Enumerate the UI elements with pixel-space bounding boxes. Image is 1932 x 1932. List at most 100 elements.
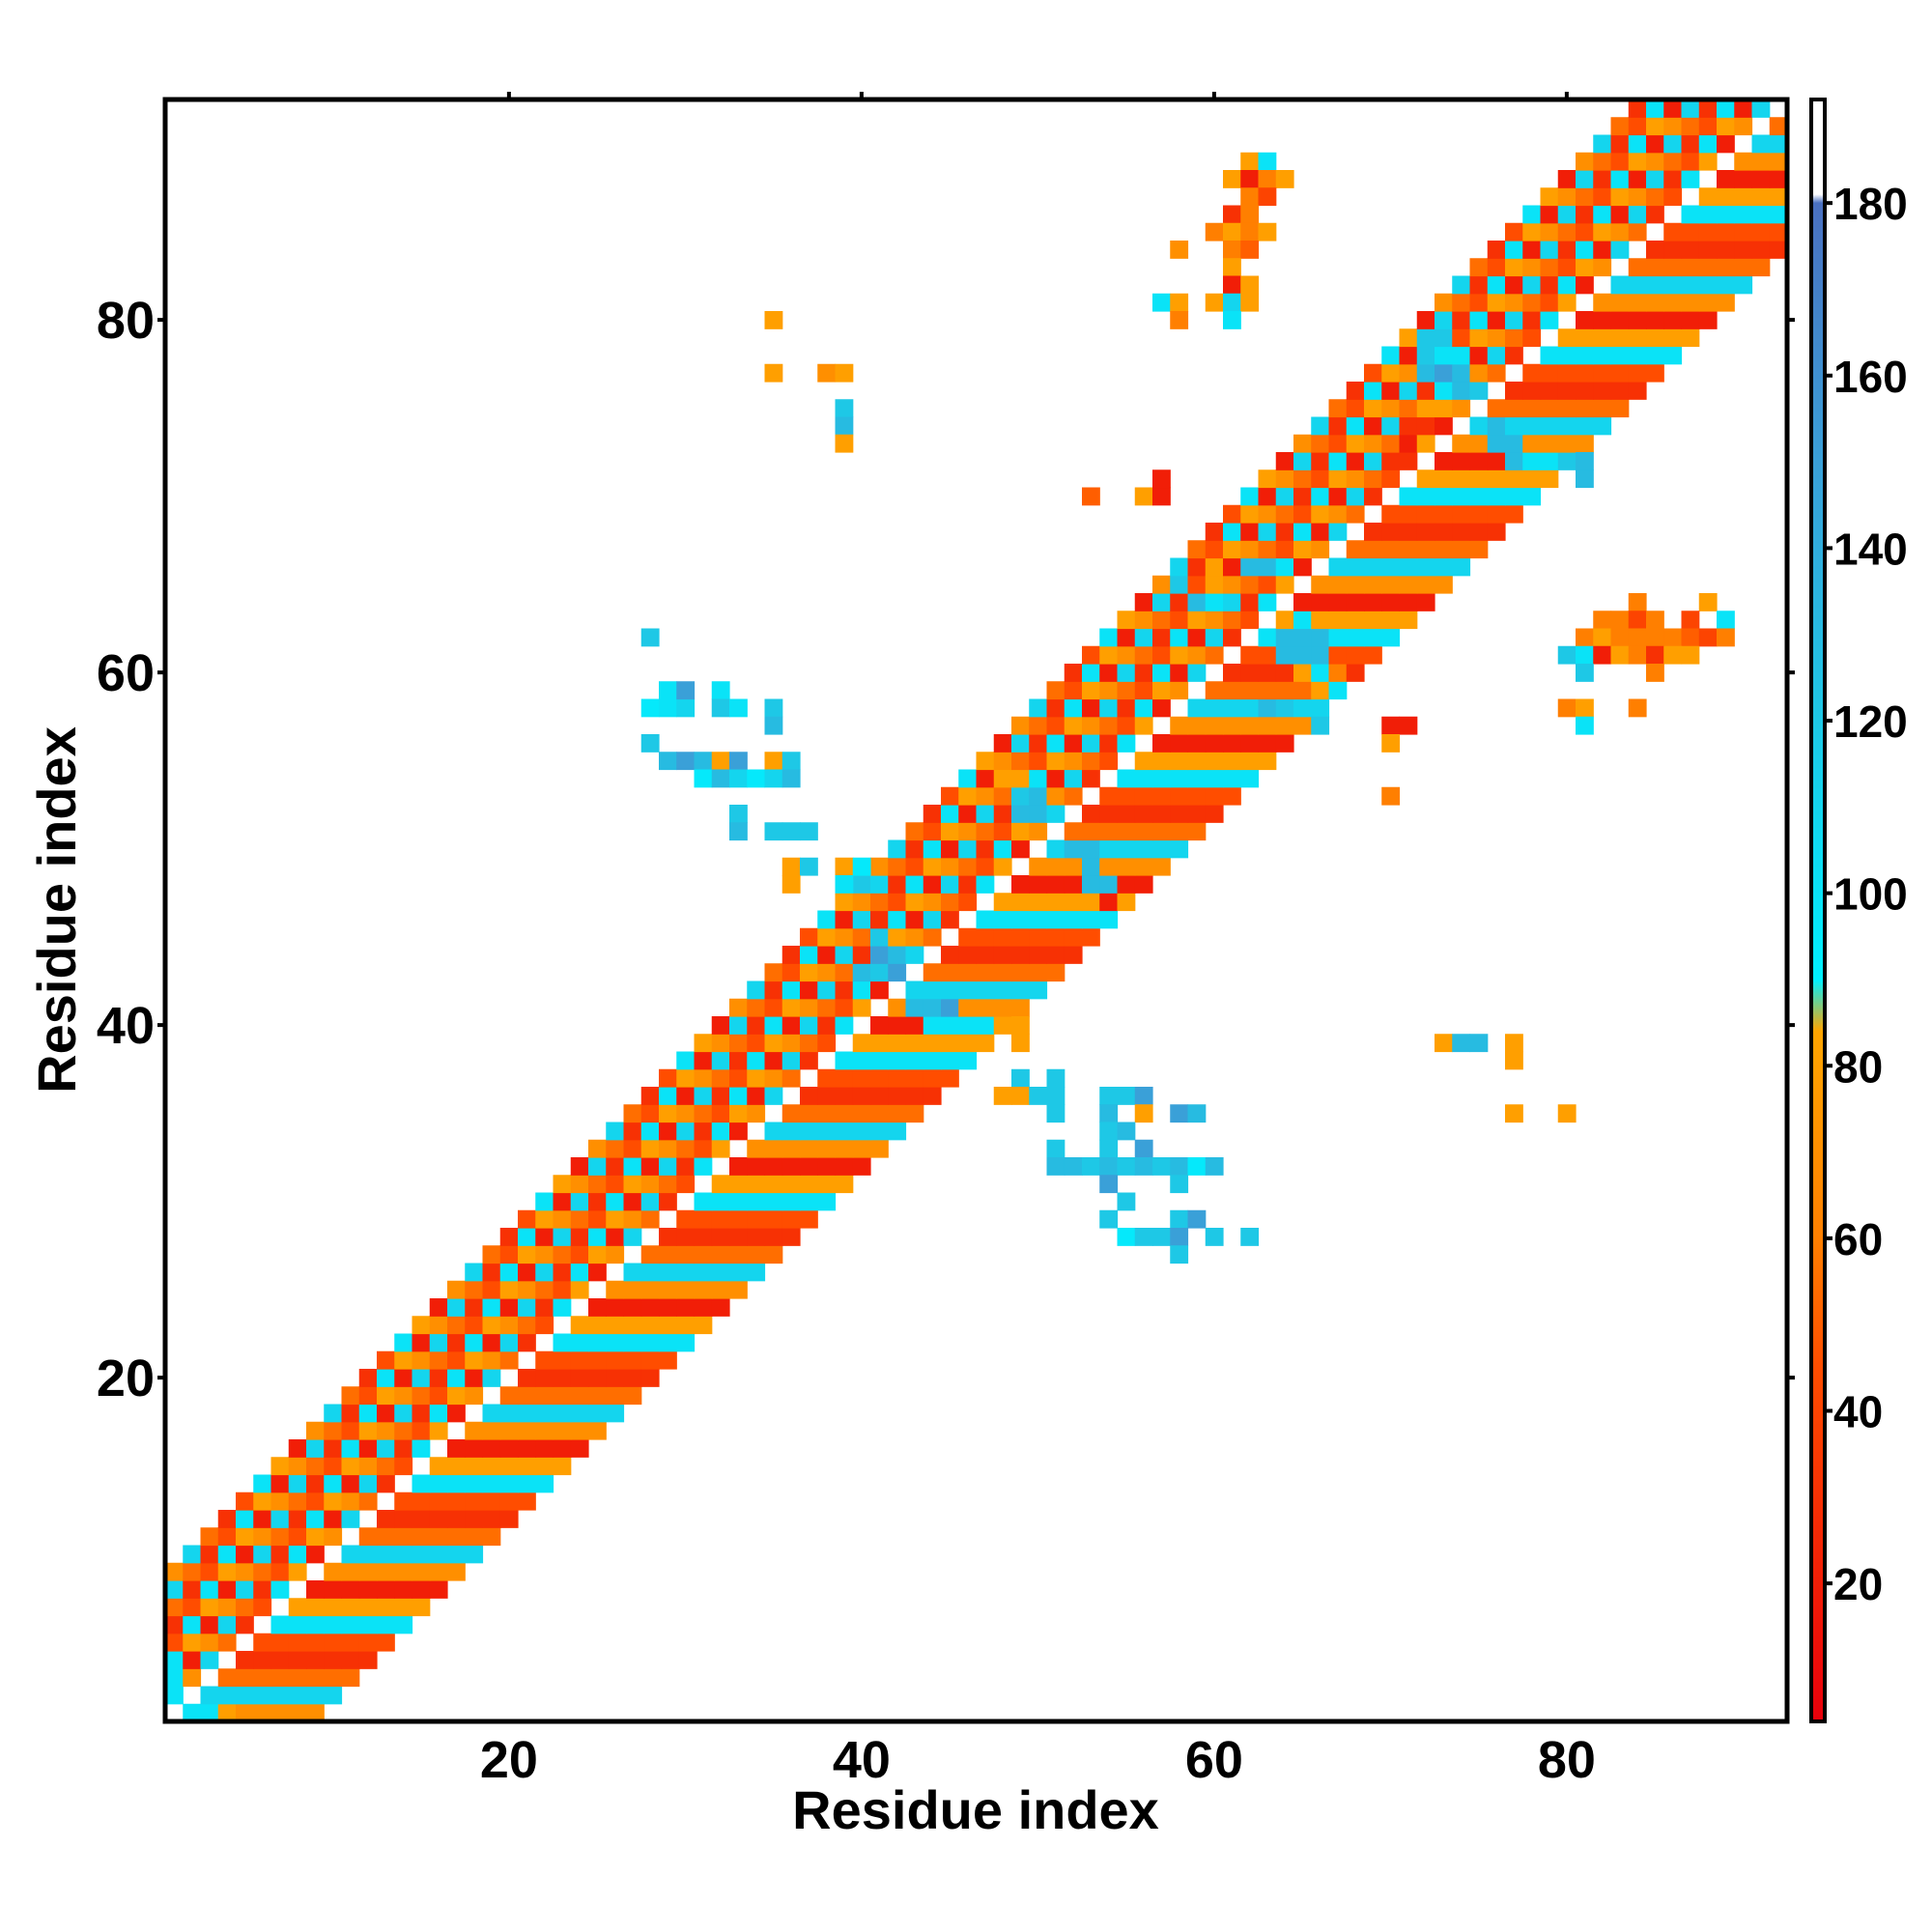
heatmap-cell — [1311, 469, 1330, 489]
heatmap-cell — [358, 1474, 378, 1493]
heatmap-cell — [676, 681, 696, 700]
heatmap-cell — [711, 1139, 730, 1158]
heatmap-cell — [1435, 293, 1453, 312]
heatmap-cell — [659, 1175, 677, 1194]
heatmap-cell — [341, 1615, 360, 1634]
heatmap-cell — [1381, 611, 1401, 630]
heatmap-cell — [905, 1034, 924, 1053]
heatmap-cell — [1717, 611, 1735, 630]
heatmap-cell — [941, 910, 959, 929]
heatmap-cell — [1505, 275, 1523, 295]
heatmap-cell — [1435, 382, 1453, 400]
heatmap-cell — [1311, 681, 1330, 700]
heatmap-cell — [447, 1333, 466, 1352]
heatmap-cell — [1029, 734, 1048, 753]
heatmap-cell — [429, 1527, 448, 1547]
heatmap-cell — [1381, 786, 1401, 806]
heatmap-cell — [835, 857, 854, 876]
heatmap-cell — [1029, 857, 1048, 876]
heatmap-cell — [1240, 645, 1260, 665]
heatmap-cell — [1540, 363, 1559, 383]
heatmap-cell — [711, 1087, 730, 1105]
heatmap-cell — [1505, 241, 1523, 259]
heatmap-cell — [1099, 805, 1119, 823]
heatmap-cell — [1011, 1087, 1030, 1105]
heatmap-cell — [747, 1068, 766, 1088]
heatmap-cell — [499, 1510, 519, 1528]
heatmap-cell — [1099, 628, 1119, 647]
heatmap-cell — [870, 963, 889, 982]
heatmap-cell — [165, 1562, 184, 1581]
heatmap-cell — [588, 1175, 607, 1194]
heatmap-cell — [694, 1087, 713, 1105]
heatmap-cell — [1099, 875, 1119, 894]
heatmap-cell — [800, 1175, 818, 1194]
heatmap-cell — [835, 893, 854, 912]
heatmap-cell — [747, 1192, 766, 1211]
heatmap-cell — [1610, 241, 1630, 259]
heatmap-cell — [1293, 681, 1312, 700]
heatmap-cell — [1029, 822, 1048, 841]
heatmap-cell — [499, 1457, 519, 1476]
heatmap-cell — [324, 1562, 343, 1581]
heatmap-cell — [835, 1051, 854, 1070]
heatmap-cell — [993, 980, 1012, 1000]
heatmap-cell — [1505, 452, 1523, 470]
heatmap-cell — [183, 1651, 202, 1669]
heatmap-cell — [1717, 117, 1735, 136]
heatmap-cell — [729, 1263, 748, 1282]
heatmap-cell — [852, 980, 871, 1000]
plot-frame — [162, 97, 1790, 1724]
heatmap-cell — [958, 822, 978, 841]
heatmap-cell — [1275, 170, 1294, 188]
heatmap-cell — [1011, 946, 1030, 964]
heatmap-cell — [1011, 1016, 1030, 1035]
heatmap-cell — [1610, 611, 1630, 630]
heatmap-cell — [606, 1369, 625, 1387]
heatmap-cell — [394, 1492, 413, 1511]
heatmap-cell — [1187, 1104, 1207, 1123]
heatmap-cell — [236, 1562, 254, 1581]
heatmap-cell — [570, 1316, 589, 1335]
heatmap-cell — [764, 1068, 783, 1088]
heatmap-cell — [1170, 1104, 1189, 1123]
heatmap-cell — [447, 1350, 466, 1370]
heatmap-cell — [729, 1122, 748, 1141]
heatmap-cell — [640, 1333, 660, 1352]
heatmap-cell — [764, 998, 783, 1017]
heatmap-cell — [1364, 452, 1382, 470]
heatmap-cell — [1170, 241, 1189, 259]
heatmap-cell — [817, 1175, 837, 1194]
heatmap-cell — [1258, 152, 1277, 171]
heatmap-cell — [217, 1703, 237, 1722]
heatmap-cell — [535, 1228, 554, 1246]
heatmap-cell — [588, 1421, 607, 1440]
heatmap-cell — [606, 1122, 625, 1141]
heatmap-cell — [1663, 187, 1683, 207]
heatmap-cell — [659, 1122, 677, 1141]
heatmap-cell — [429, 1510, 448, 1528]
heatmap-cell — [499, 1404, 519, 1423]
heatmap-cell — [1293, 628, 1312, 647]
heatmap-cell — [1293, 645, 1312, 665]
heatmap-cell — [1029, 752, 1048, 771]
heatmap-cell — [465, 1350, 484, 1370]
heatmap-cell — [288, 1686, 307, 1705]
heatmap-cell — [1117, 857, 1136, 876]
heatmap-cell — [1240, 293, 1260, 312]
heatmap-cell — [1311, 487, 1330, 506]
heatmap-cell — [1187, 628, 1207, 647]
heatmap-cell — [1117, 769, 1136, 788]
heatmap-cell — [1593, 170, 1612, 188]
heatmap-cell — [535, 1439, 554, 1458]
heatmap-cell — [640, 1298, 660, 1317]
heatmap-cell — [183, 1598, 202, 1617]
heatmap-cell — [588, 1157, 607, 1176]
heatmap-cell — [993, 769, 1012, 788]
heatmap-cell — [341, 1580, 360, 1599]
heatmap-cell — [781, 822, 801, 841]
heatmap-cell — [217, 1580, 237, 1599]
heatmap-cell — [1258, 487, 1277, 506]
heatmap-cell — [781, 998, 801, 1017]
heatmap-cell — [358, 1633, 378, 1652]
